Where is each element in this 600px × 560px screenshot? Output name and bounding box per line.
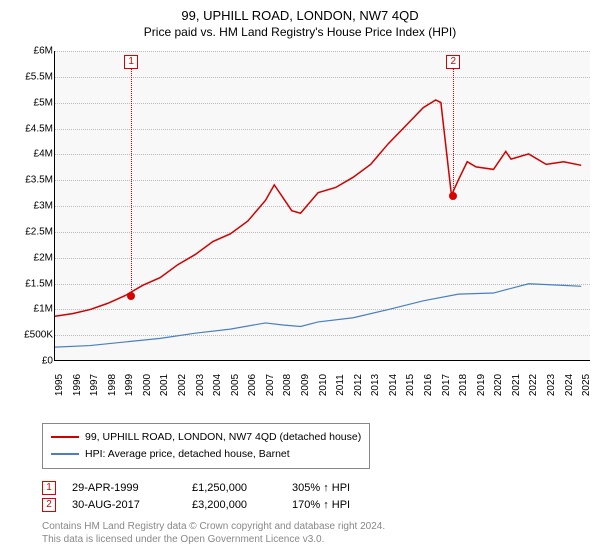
transaction-price: £3,200,000 [192,499,292,511]
x-tick-label: 2014 [388,374,399,396]
footer-attribution: Contains HM Land Registry data © Crown c… [42,520,590,546]
x-tick-label: 2004 [212,374,223,396]
x-tick-label: 2021 [511,374,522,396]
x-tick-label: 1997 [89,374,100,396]
x-tick-label: 2018 [458,374,469,396]
chart-marker-icon: 1 [124,55,138,69]
footer-line: This data is licensed under the Open Gov… [42,533,590,546]
transaction-pct: 170% ↑ HPI [292,499,350,511]
x-tick-label: 2005 [230,374,241,396]
x-tick-label: 2001 [159,374,170,396]
legend-swatch [51,453,79,455]
x-tick-label: 2022 [528,374,539,396]
x-tick-label: 2025 [581,374,592,396]
chart-data-point [127,292,135,300]
transaction-price: £1,250,000 [192,482,292,494]
legend-swatch [51,436,79,438]
y-tick-label: £2.5M [19,226,53,237]
transaction-date: 30-AUG-2017 [72,499,192,511]
x-tick-label: 2000 [142,374,153,396]
transaction-row: 1 29-APR-1999 £1,250,000 305% ↑ HPI [42,481,590,495]
transaction-list: 1 29-APR-1999 £1,250,000 305% ↑ HPI 2 30… [42,481,590,512]
y-tick-label: £1.5M [19,278,53,289]
legend-label: HPI: Average price, detached house, Barn… [85,446,290,463]
x-tick-label: 2008 [282,374,293,396]
chart-container: 99, UPHILL ROAD, LONDON, NW7 4QD Price p… [0,0,600,560]
chart-area: £0£500K£1M£1.5M£2M£2.5M£3M£3.5M£4M£4.5M£… [30,51,590,391]
x-tick-label: 2024 [564,374,575,396]
x-tick-label: 2012 [353,374,364,396]
y-tick-label: £5.5M [19,71,53,82]
x-tick-label: 2002 [177,374,188,396]
y-tick-label: £5M [19,97,53,108]
chart-lines [55,51,590,360]
x-tick-label: 1998 [107,374,118,396]
x-tick-label: 2016 [423,374,434,396]
x-tick-label: 2019 [476,374,487,396]
x-tick-label: 2006 [247,374,258,396]
y-tick-label: £3.5M [19,175,53,186]
x-tick-label: 2010 [318,374,329,396]
transaction-marker-icon: 2 [42,498,56,512]
transaction-pct: 305% ↑ HPI [292,482,350,494]
legend-item: 99, UPHILL ROAD, LONDON, NW7 4QD (detach… [51,429,361,446]
x-axis-labels: 1995199619971998199920002001200220032004… [54,363,590,391]
y-tick-label: £0 [19,356,53,367]
y-tick-label: £4.5M [19,123,53,134]
x-tick-label: 2009 [300,374,311,396]
x-tick-label: 1996 [72,374,83,396]
x-tick-label: 2011 [335,374,346,396]
y-tick-label: £3M [19,201,53,212]
legend-label: 99, UPHILL ROAD, LONDON, NW7 4QD (detach… [85,429,361,446]
chart-marker-icon: 2 [446,55,460,69]
y-tick-label: £6M [19,46,53,57]
transaction-row: 2 30-AUG-2017 £3,200,000 170% ↑ HPI [42,498,590,512]
x-tick-label: 1999 [124,374,135,396]
footer-line: Contains HM Land Registry data © Crown c… [42,520,590,533]
x-tick-label: 2015 [405,374,416,396]
transaction-marker-icon: 1 [42,481,56,495]
x-tick-label: 2017 [441,374,452,396]
legend: 99, UPHILL ROAD, LONDON, NW7 4QD (detach… [42,423,370,469]
y-tick-label: £1M [19,304,53,315]
x-tick-label: 2007 [265,374,276,396]
x-tick-label: 1995 [54,374,65,396]
page-title: 99, UPHILL ROAD, LONDON, NW7 4QD [0,0,600,25]
plot-area: £0£500K£1M£1.5M£2M£2.5M£3M£3.5M£4M£4.5M£… [54,51,590,361]
transaction-date: 29-APR-1999 [72,482,192,494]
x-tick-label: 2023 [546,374,557,396]
chart-data-point [449,192,457,200]
x-tick-label: 2013 [370,374,381,396]
x-tick-label: 2003 [195,374,206,396]
legend-item: HPI: Average price, detached house, Barn… [51,446,361,463]
y-tick-label: £500K [19,330,53,341]
page-subtitle: Price paid vs. HM Land Registry's House … [0,25,600,47]
y-tick-label: £4M [19,149,53,160]
y-tick-label: £2M [19,252,53,263]
x-tick-label: 2020 [493,374,504,396]
